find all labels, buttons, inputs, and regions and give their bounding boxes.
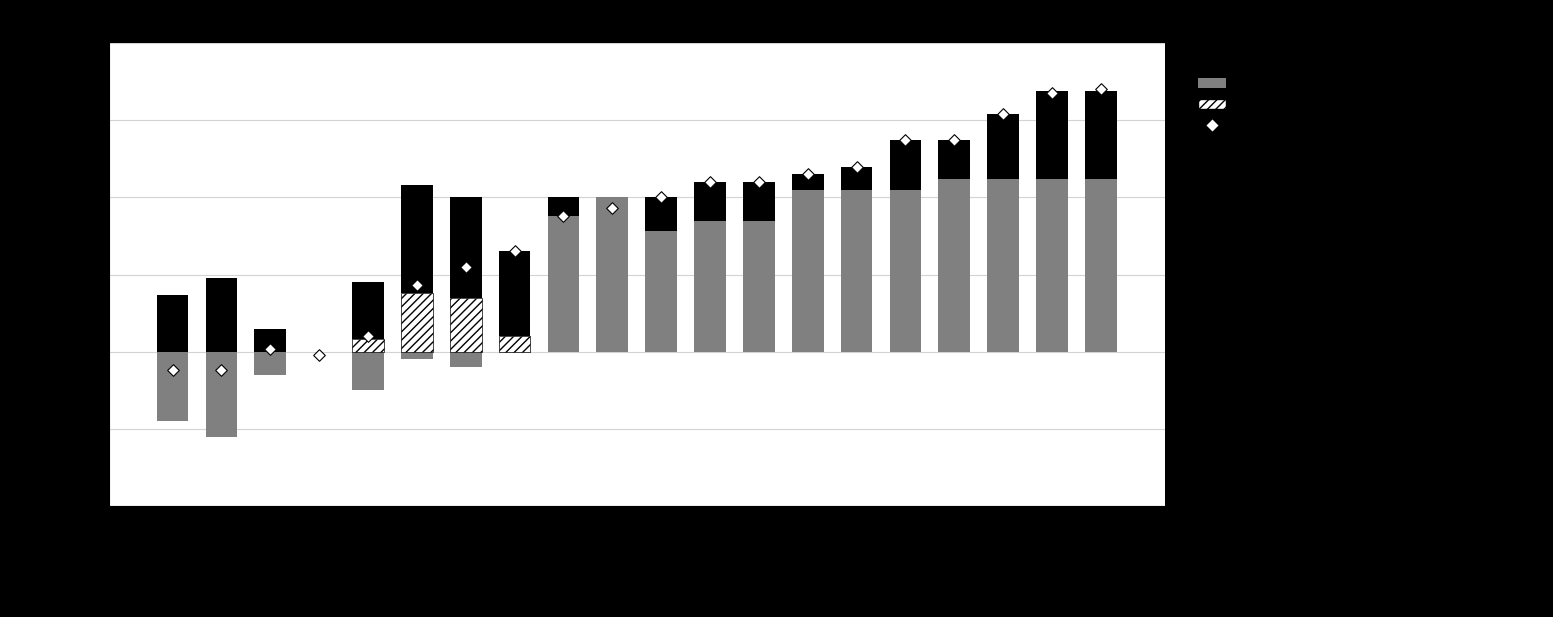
Bar — [938, 179, 971, 352]
Bar — [255, 352, 286, 375]
Bar — [205, 278, 238, 352]
Bar — [548, 197, 579, 216]
Bar — [694, 182, 725, 221]
Bar — [499, 336, 531, 352]
Bar — [353, 339, 384, 352]
Point — [1039, 88, 1064, 97]
Bar — [938, 141, 971, 179]
Point — [307, 350, 332, 360]
Bar — [157, 352, 188, 421]
Point — [941, 136, 966, 146]
Bar — [1036, 91, 1068, 179]
Bar — [890, 190, 921, 352]
Bar — [499, 252, 531, 336]
Bar — [255, 329, 286, 352]
Bar — [450, 298, 481, 352]
Bar — [401, 352, 433, 359]
Bar — [596, 197, 627, 352]
Bar — [353, 283, 384, 339]
Bar — [890, 141, 921, 190]
Point — [258, 344, 283, 354]
Bar — [450, 197, 481, 298]
Point — [747, 177, 772, 187]
Bar — [694, 221, 725, 352]
Point — [551, 211, 576, 221]
Point — [160, 365, 185, 375]
Bar — [646, 197, 677, 231]
Bar — [792, 190, 823, 352]
Point — [893, 136, 918, 146]
Bar — [548, 197, 579, 352]
Point — [991, 109, 1016, 119]
Bar — [1036, 179, 1068, 352]
Bar — [205, 352, 238, 437]
Point — [649, 193, 674, 202]
Bar — [353, 352, 384, 391]
Bar — [988, 179, 1019, 352]
Point — [845, 162, 870, 172]
Bar — [988, 114, 1019, 179]
Bar — [840, 167, 873, 190]
Point — [210, 365, 235, 375]
Legend: 2014, 2013, 2012, Total: 2014, 2013, 2012, Total — [1193, 50, 1278, 138]
Point — [599, 204, 624, 213]
Bar — [450, 352, 481, 367]
Point — [1089, 85, 1114, 94]
Bar — [646, 231, 677, 352]
Bar — [840, 190, 873, 352]
Point — [502, 247, 526, 257]
Bar — [1086, 179, 1117, 352]
Point — [453, 262, 478, 272]
Point — [697, 177, 722, 187]
Bar — [157, 295, 188, 352]
Bar — [1086, 91, 1117, 179]
Point — [404, 281, 429, 291]
Point — [795, 170, 820, 180]
Bar — [742, 182, 775, 221]
Y-axis label: Wheat Yield Benefit t/ha: Wheat Yield Benefit t/ha — [45, 190, 61, 359]
Bar — [742, 221, 775, 352]
Point — [356, 331, 380, 341]
Bar — [792, 175, 823, 190]
Bar — [401, 293, 433, 352]
Bar — [401, 185, 433, 293]
